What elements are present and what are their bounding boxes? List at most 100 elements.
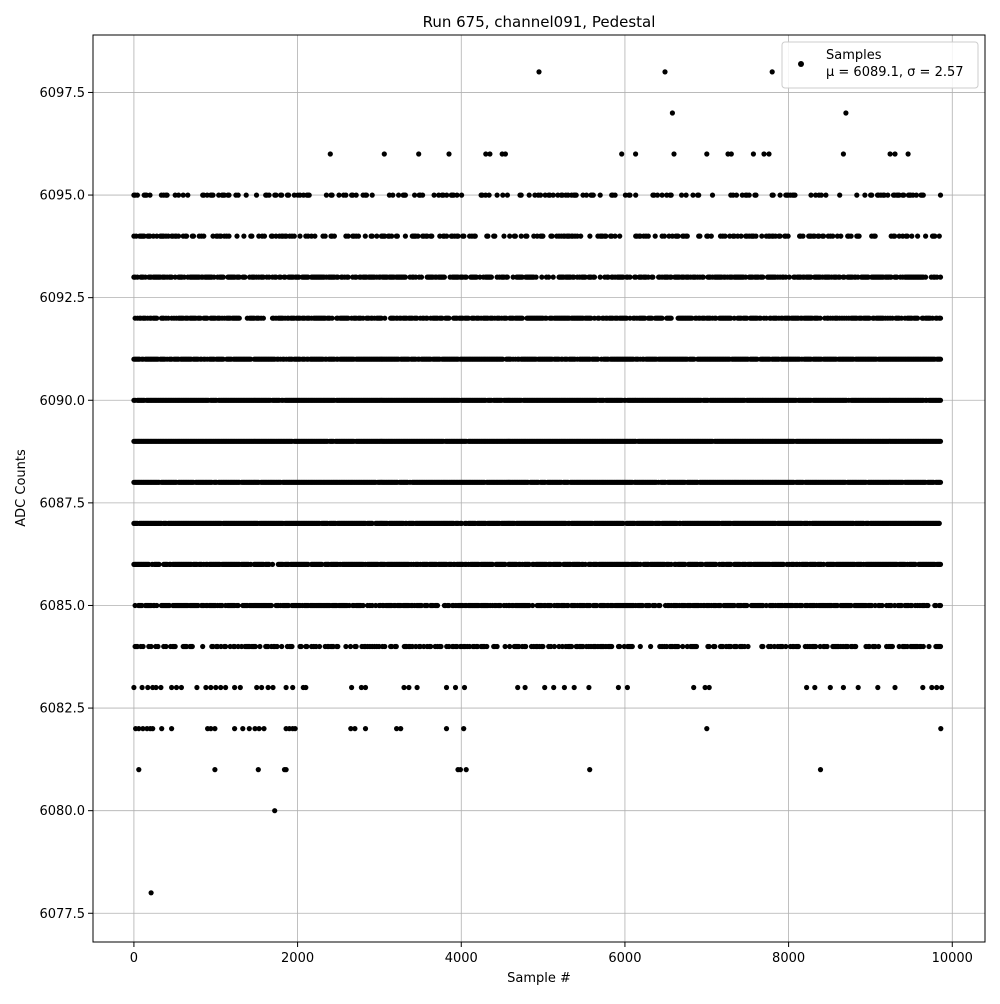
data-point: [638, 644, 643, 649]
data-point: [270, 562, 275, 567]
data-point: [770, 69, 775, 74]
data-point: [444, 726, 449, 731]
data-point: [551, 685, 556, 690]
data-point: [745, 644, 750, 649]
data-point: [888, 151, 893, 156]
data-point: [406, 685, 411, 690]
data-point: [238, 685, 243, 690]
data-point: [154, 316, 159, 321]
data-point: [349, 685, 354, 690]
data-point: [208, 685, 213, 690]
data-point: [194, 685, 199, 690]
data-point: [173, 644, 178, 649]
data-point: [843, 110, 848, 115]
data-point: [495, 644, 500, 649]
data-point: [523, 685, 528, 690]
data-point: [625, 685, 630, 690]
data-point: [515, 685, 520, 690]
data-point: [694, 644, 699, 649]
data-point: [284, 767, 289, 772]
data-point: [458, 767, 463, 772]
data-point: [401, 685, 406, 690]
data-point: [438, 644, 443, 649]
data-point: [818, 767, 823, 772]
data-point: [272, 808, 277, 813]
data-point: [691, 685, 696, 690]
data-point: [136, 767, 141, 772]
data-point: [190, 644, 195, 649]
data-point: [131, 685, 136, 690]
data-point: [155, 644, 160, 649]
data-point: [633, 151, 638, 156]
data-point: [394, 644, 399, 649]
data-point: [261, 726, 266, 731]
data-point: [141, 644, 146, 649]
data-point: [299, 644, 304, 649]
data-point: [925, 603, 930, 608]
data-point: [398, 726, 403, 731]
data-point: [890, 644, 895, 649]
data-point: [616, 685, 621, 690]
data-point: [876, 644, 881, 649]
data-point: [290, 685, 295, 690]
data-point: [630, 644, 635, 649]
data-point: [744, 603, 749, 608]
data-point: [670, 110, 675, 115]
data-point: [335, 644, 340, 649]
data-point: [158, 685, 163, 690]
data-point: [704, 726, 709, 731]
data-point: [920, 685, 925, 690]
data-point: [254, 685, 259, 690]
data-point: [169, 726, 174, 731]
data-point: [212, 726, 217, 731]
data-point: [428, 644, 433, 649]
data-point: [149, 890, 154, 895]
data-point: [150, 726, 155, 731]
data-point: [569, 644, 574, 649]
data-point: [484, 644, 489, 649]
data-point: [416, 151, 421, 156]
data-point: [939, 685, 944, 690]
data-point: [812, 685, 817, 690]
data-point: [562, 685, 567, 690]
data-point: [921, 644, 926, 649]
data-point: [938, 726, 943, 731]
data-point: [361, 603, 366, 608]
data-point: [938, 439, 943, 444]
data-point: [586, 685, 591, 690]
data-point: [363, 685, 368, 690]
data-point: [875, 685, 880, 690]
data-point: [938, 603, 943, 608]
data-point: [530, 603, 535, 608]
data-point: [507, 644, 512, 649]
data-point: [179, 685, 184, 690]
data-point: [825, 644, 830, 649]
data-point: [213, 685, 218, 690]
data-point: [572, 685, 577, 690]
data-point: [261, 316, 266, 321]
data-point: [796, 644, 801, 649]
data-point: [853, 644, 858, 649]
data-point: [212, 767, 217, 772]
data-point: [348, 644, 353, 649]
data-point: [200, 644, 205, 649]
data-point: [464, 767, 469, 772]
data-point: [707, 644, 712, 649]
data-point: [937, 521, 942, 526]
data-point: [240, 726, 245, 731]
data-point: [259, 685, 264, 690]
data-point: [256, 767, 261, 772]
data-point: [218, 685, 223, 690]
data-point: [552, 644, 557, 649]
data-point: [289, 644, 294, 649]
data-point: [929, 685, 934, 690]
data-point: [540, 644, 545, 649]
data-point: [662, 69, 667, 74]
data-point: [503, 151, 508, 156]
data-point: [461, 726, 466, 731]
data-point: [892, 685, 897, 690]
data-point: [343, 644, 348, 649]
data-point: [766, 151, 771, 156]
data-point: [938, 398, 943, 403]
